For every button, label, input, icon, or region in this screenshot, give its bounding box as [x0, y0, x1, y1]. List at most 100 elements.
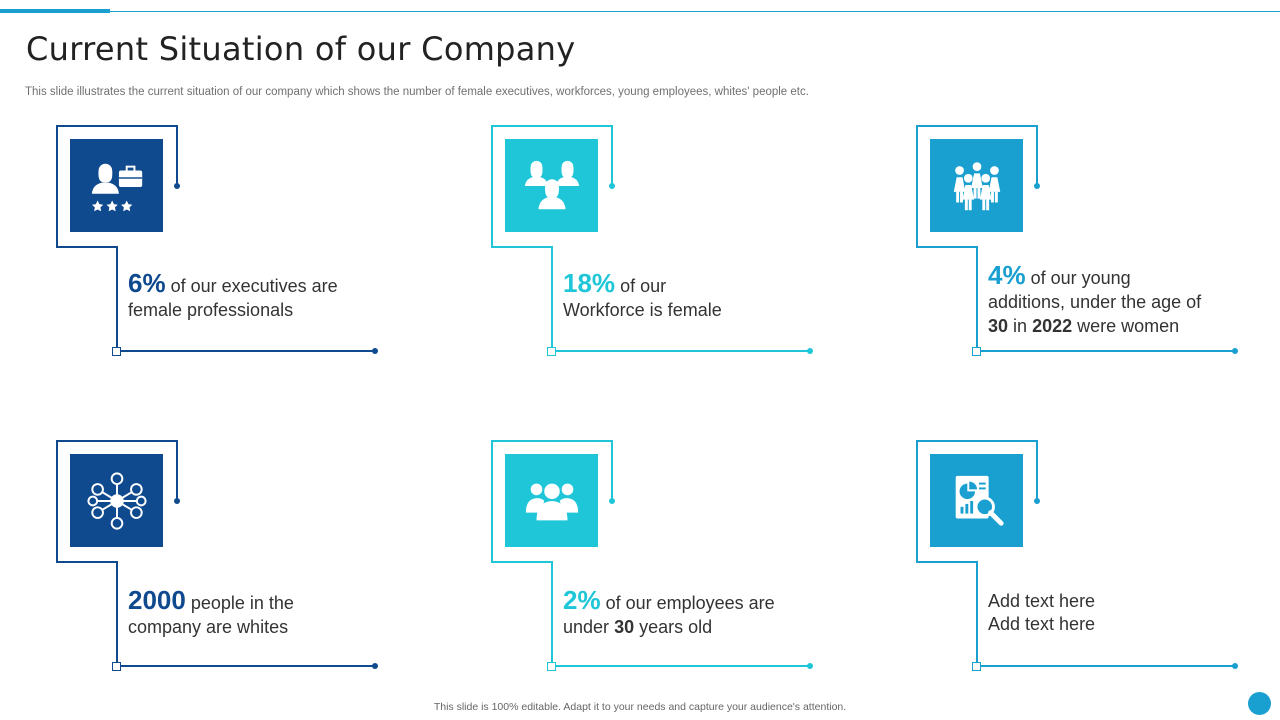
- frame-line: [916, 246, 977, 248]
- frame-line: [551, 561, 553, 662]
- frame-line: [56, 125, 177, 127]
- stat-label: female professionals: [128, 300, 294, 320]
- frame-line: [551, 246, 553, 347]
- connector-dot: [807, 663, 813, 669]
- women-team-icon: [930, 139, 1023, 232]
- stat-label: people in the: [190, 593, 294, 613]
- placeholder-text: Add text here: [988, 614, 1096, 634]
- stat-value: 18%: [563, 268, 616, 298]
- connector-dot: [372, 663, 378, 669]
- frame-line: [916, 125, 1037, 127]
- frame-line: [491, 561, 552, 563]
- frame-line: [916, 440, 1037, 442]
- stat-label: under: [563, 617, 610, 637]
- connector-dot: [1034, 498, 1040, 504]
- connector-dot: [609, 498, 615, 504]
- stat-number: 30: [614, 617, 635, 637]
- frame-line: [56, 125, 58, 247]
- underline: [556, 350, 808, 352]
- frame-line: [56, 246, 117, 248]
- connector-square: [112, 662, 121, 671]
- stat-text: 2% of our employees are under 30 years o…: [563, 585, 811, 639]
- frame-line: [56, 440, 58, 562]
- frame-line: [491, 440, 612, 442]
- stat-label: of our: [620, 276, 667, 296]
- frame-line: [116, 561, 118, 662]
- report-analysis-icon: [930, 454, 1023, 547]
- stat-label: of our executives are: [170, 276, 338, 296]
- frame-line: [916, 561, 977, 563]
- stat-number: 30: [988, 316, 1009, 336]
- stat-label: were women: [1077, 316, 1180, 336]
- stat-value: 6%: [128, 268, 166, 298]
- stat-value: 4%: [988, 260, 1026, 290]
- frame-line: [491, 125, 612, 127]
- stat-text: 4% of our young additions, under the age…: [988, 260, 1236, 338]
- page-subtitle: This slide illustrates the current situa…: [25, 86, 809, 98]
- corner-circle: [1248, 692, 1271, 715]
- connector-square: [547, 347, 556, 356]
- network-people-icon: [70, 454, 163, 547]
- stat-label: company are whites: [128, 617, 289, 637]
- placeholder-text: Add text here: [988, 591, 1096, 611]
- frame-line: [916, 440, 918, 562]
- underline: [981, 350, 1233, 352]
- frame-line: [976, 246, 978, 347]
- connector-dot: [1034, 183, 1040, 189]
- stat-card-workforce: 18% of our Workforce is female: [491, 125, 821, 365]
- frame-line: [56, 561, 117, 563]
- female-executive-icon: [70, 139, 163, 232]
- stat-label: of our young: [1030, 268, 1131, 288]
- female-group-icon: [505, 139, 598, 232]
- top-rule: [0, 11, 1280, 12]
- frame-line: [176, 440, 178, 500]
- frame-line: [1036, 125, 1038, 185]
- stat-label: Workforce is female: [563, 300, 722, 320]
- connector-square: [972, 347, 981, 356]
- frame-line: [491, 246, 552, 248]
- connector-square: [112, 347, 121, 356]
- connector-dot: [1232, 663, 1238, 669]
- underline: [121, 350, 373, 352]
- frame-line: [491, 440, 493, 562]
- stat-label: years old: [639, 617, 713, 637]
- page-title: Current Situation of our Company: [26, 30, 576, 68]
- stat-value: 2000: [128, 585, 186, 615]
- stat-label: additions, under the age of: [988, 292, 1202, 312]
- connector-dot: [372, 348, 378, 354]
- connector-dot: [609, 183, 615, 189]
- stat-card-young-additions: 4% of our young additions, under the age…: [916, 125, 1246, 365]
- underline: [556, 665, 808, 667]
- stat-card-whites: 2000 people in the company are whites: [56, 440, 386, 680]
- frame-line: [56, 440, 177, 442]
- group-people-icon: [505, 454, 598, 547]
- stat-value: 2%: [563, 585, 601, 615]
- stat-text: 2000 people in the company are whites: [128, 585, 376, 639]
- stat-label: of our employees are: [605, 593, 775, 613]
- frame-line: [491, 125, 493, 247]
- frame-line: [611, 125, 613, 185]
- stat-number: 2022: [1032, 316, 1073, 336]
- stat-card-executives: 6% of our executives are female professi…: [56, 125, 386, 365]
- connector-dot: [807, 348, 813, 354]
- underline: [121, 665, 373, 667]
- connector-dot: [1232, 348, 1238, 354]
- connector-square: [972, 662, 981, 671]
- footer-note: This slide is 100% editable. Adapt it to…: [433, 701, 847, 713]
- stat-card-under-30: 2% of our employees are under 30 years o…: [491, 440, 821, 680]
- underline: [981, 665, 1233, 667]
- frame-line: [176, 125, 178, 185]
- stat-text: 6% of our executives are female professi…: [128, 268, 376, 322]
- stat-card-placeholder: Add text here Add text here: [916, 440, 1246, 680]
- frame-line: [976, 561, 978, 662]
- stat-text: Add text here Add text here: [988, 590, 1236, 636]
- connector-dot: [174, 183, 180, 189]
- frame-line: [116, 246, 118, 347]
- stat-label: in: [1013, 316, 1028, 336]
- connector-dot: [174, 498, 180, 504]
- connector-square: [547, 662, 556, 671]
- frame-line: [611, 440, 613, 500]
- frame-line: [1036, 440, 1038, 500]
- frame-line: [916, 125, 918, 247]
- stat-text: 18% of our Workforce is female: [563, 268, 811, 322]
